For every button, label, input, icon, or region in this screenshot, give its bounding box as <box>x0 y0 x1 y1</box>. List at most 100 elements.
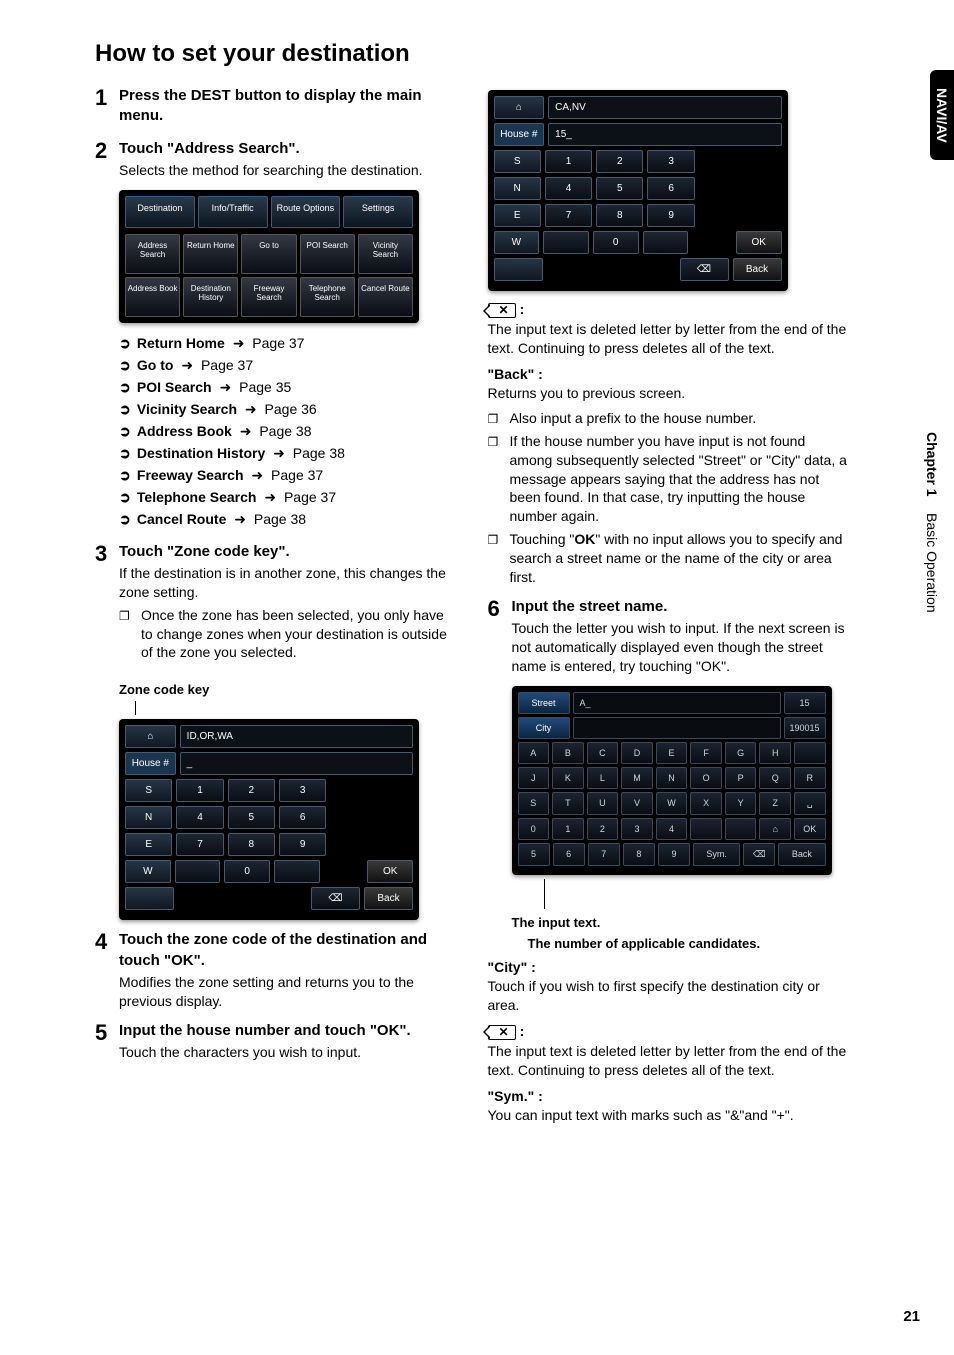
num-key[interactable]: 9 <box>279 833 326 856</box>
mode-key[interactable]: E <box>125 833 172 856</box>
kbd-key[interactable]: B <box>552 742 584 764</box>
back-button[interactable]: Back <box>364 887 413 910</box>
mode-key[interactable]: E <box>494 204 541 227</box>
num-key[interactable]: 5 <box>228 806 275 829</box>
kbd-key[interactable]: D <box>621 742 653 764</box>
kbd-key[interactable]: P <box>725 767 757 789</box>
kbd-key[interactable]: 4 <box>656 818 688 840</box>
num-key[interactable]: 4 <box>176 806 223 829</box>
num-key[interactable]: 6 <box>647 177 694 200</box>
mode-key[interactable]: W <box>494 231 540 254</box>
mode-key[interactable]: W <box>125 860 171 883</box>
ok-button[interactable]: OK <box>367 860 413 883</box>
kbd-key[interactable]: Z <box>759 792 791 815</box>
kbd-key[interactable]: J <box>518 767 550 789</box>
kbd-key[interactable]: V <box>621 792 653 815</box>
kbd-key[interactable]: H <box>759 742 791 764</box>
backspace-key[interactable]: ⌫ <box>680 258 729 281</box>
kbd-key[interactable]: F <box>690 742 722 764</box>
house-input[interactable]: 15_ <box>548 123 781 146</box>
kbd-key[interactable] <box>725 818 757 840</box>
mode-key[interactable]: N <box>125 806 172 829</box>
kbd-key[interactable]: 9 <box>658 843 690 866</box>
kbd-key[interactable]: 3 <box>621 818 653 840</box>
menu-item[interactable]: Destination History <box>183 277 238 317</box>
num-key[interactable]: 5 <box>596 177 643 200</box>
kbd-key[interactable] <box>690 818 722 840</box>
menu-tab[interactable]: Settings <box>343 196 413 228</box>
kbd-key[interactable]: N <box>656 767 688 789</box>
kbd-key[interactable]: C <box>587 742 619 764</box>
kbd-key[interactable]: Y <box>725 792 757 815</box>
num-key[interactable]: 3 <box>647 150 694 173</box>
zone-icon[interactable]: ⌂ <box>494 96 545 119</box>
kbd-key[interactable]: ⌂ <box>759 818 791 840</box>
kbd-key[interactable]: 0 <box>518 818 550 840</box>
menu-item[interactable]: Cancel Route <box>358 277 413 317</box>
kbd-tab[interactable]: Street <box>518 692 570 714</box>
menu-item[interactable]: Address Search <box>125 234 180 274</box>
kbd-key[interactable]: T <box>552 792 584 815</box>
num-key[interactable]: 2 <box>596 150 643 173</box>
kbd-key[interactable]: L <box>587 767 619 789</box>
kbd-key[interactable]: 2 <box>587 818 619 840</box>
menu-item[interactable]: Telephone Search <box>300 277 355 317</box>
kbd-key[interactable]: Q <box>759 767 791 789</box>
menu-item[interactable]: Freeway Search <box>241 277 296 317</box>
num-key[interactable]: 0 <box>593 231 639 254</box>
kbd-key[interactable]: W <box>656 792 688 815</box>
kbd-key[interactable]: 7 <box>588 843 620 866</box>
kbd-key[interactable]: 5 <box>518 843 550 866</box>
kbd-key[interactable]: E <box>656 742 688 764</box>
backspace-key[interactable]: ⌫ <box>311 887 360 910</box>
kbd-tab[interactable]: City <box>518 717 570 739</box>
menu-item[interactable]: Go to <box>241 234 296 274</box>
num-key[interactable]: 1 <box>176 779 223 802</box>
menu-tab[interactable]: Destination <box>125 196 195 228</box>
kbd-key[interactable]: 1 <box>552 818 584 840</box>
mode-key[interactable]: N <box>494 177 541 200</box>
num-key[interactable]: 3 <box>279 779 326 802</box>
kbd-key[interactable]: O <box>690 767 722 789</box>
menu-tab[interactable]: Info/Traffic <box>198 196 268 228</box>
ok-button[interactable]: OK <box>736 231 782 254</box>
kbd-key[interactable] <box>794 742 826 764</box>
menu-tab[interactable]: Route Options <box>271 196 341 228</box>
num-key[interactable]: 4 <box>545 177 592 200</box>
num-key[interactable]: 8 <box>596 204 643 227</box>
kbd-key[interactable]: K <box>552 767 584 789</box>
kbd-key[interactable]: U <box>587 792 619 815</box>
menu-item[interactable]: Address Book <box>125 277 180 317</box>
kbd-key[interactable]: OK <box>794 818 826 840</box>
num-key[interactable]: 1 <box>545 150 592 173</box>
kbd-key[interactable]: 8 <box>623 843 655 866</box>
kbd-key[interactable]: S <box>518 792 550 815</box>
kbd-key[interactable]: M <box>621 767 653 789</box>
back-button[interactable]: Back <box>733 258 782 281</box>
num-key[interactable]: 0 <box>224 860 270 883</box>
house-input[interactable]: _ <box>180 752 413 775</box>
kbd-input[interactable] <box>573 717 781 739</box>
kbd-key[interactable]: A <box>518 742 550 764</box>
kbd-key[interactable]: ⌫ <box>743 843 775 866</box>
mode-key[interactable]: S <box>125 779 172 802</box>
kbd-key[interactable]: Sym. <box>693 843 740 866</box>
kbd-key[interactable]: X <box>690 792 722 815</box>
menu-item[interactable]: Vicinity Search <box>358 234 413 274</box>
kbd-key[interactable]: G <box>725 742 757 764</box>
kbd-key[interactable]: 6 <box>553 843 585 866</box>
zone-icon[interactable]: ⌂ <box>125 725 176 748</box>
kbd-key[interactable]: R <box>794 767 826 789</box>
menu-item[interactable]: Return Home <box>183 234 238 274</box>
num-key[interactable]: 6 <box>279 806 326 829</box>
num-key[interactable]: 8 <box>228 833 275 856</box>
num-key[interactable]: 7 <box>545 204 592 227</box>
kbd-input[interactable]: A_ <box>573 692 781 714</box>
menu-item[interactable]: POI Search <box>300 234 355 274</box>
num-key[interactable]: 2 <box>228 779 275 802</box>
num-key[interactable]: 9 <box>647 204 694 227</box>
kbd-key[interactable]: ␣ <box>794 792 826 815</box>
kbd-key[interactable]: Back <box>778 843 825 866</box>
mode-key[interactable]: S <box>494 150 541 173</box>
num-key[interactable]: 7 <box>176 833 223 856</box>
